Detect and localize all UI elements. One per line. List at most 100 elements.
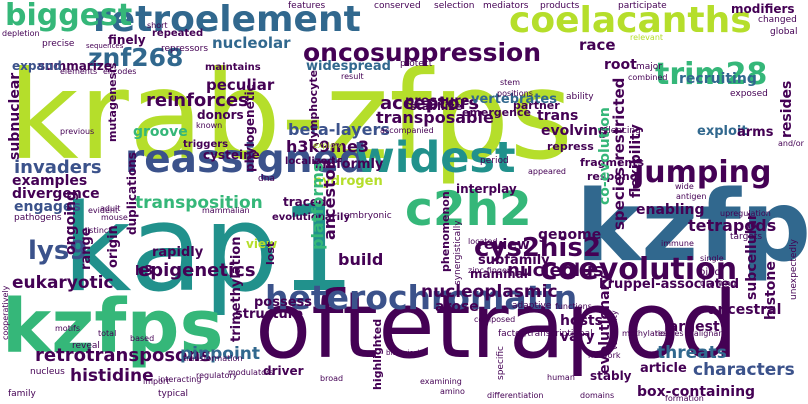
word-exposed: exposed xyxy=(730,89,768,99)
word-targets: targets xyxy=(730,232,763,242)
word-h3k9me3: h3k9me3 xyxy=(286,137,369,156)
word-motifs: motifs xyxy=(55,324,81,333)
word-transposition: transposition xyxy=(135,193,263,213)
word-distinct: distinct xyxy=(82,226,112,235)
word-trimethylation: trimethylation xyxy=(229,236,244,342)
word-depletion: depletion xyxy=(2,29,40,38)
word-features: features xyxy=(288,1,326,11)
word-widespread: widespread xyxy=(306,59,391,74)
word-ancestral: ancestral xyxy=(708,302,782,318)
word-trim28: trim28 xyxy=(655,57,768,92)
word-modifiers: modifiers xyxy=(731,2,795,16)
word-protect: protect xyxy=(400,59,433,69)
word-box-containing: box-containing xyxy=(637,384,756,400)
word-known: known xyxy=(196,121,223,130)
word-retrotransposons: retrotransposons xyxy=(35,345,211,366)
word-possess: possess xyxy=(254,295,313,310)
word-total: total xyxy=(98,329,117,338)
word-widest: widest xyxy=(355,133,516,183)
word-synergistically: synergistically xyxy=(453,220,463,285)
word-view: view xyxy=(246,237,278,251)
word-coelacanths: coelacanths xyxy=(509,0,752,41)
word-typical: typical xyxy=(158,389,189,399)
word-subfamily: subfamily xyxy=(478,253,550,268)
word-import: import xyxy=(143,377,170,386)
word-c2h2: c2h2 xyxy=(405,182,532,237)
word-interacting: interacting xyxy=(158,375,202,384)
word-maintains: maintains xyxy=(205,62,261,73)
word-amino: amino xyxy=(440,387,465,396)
word-partner: partner xyxy=(513,99,560,112)
word-changed: changed xyxy=(758,15,797,25)
word-human: human xyxy=(547,373,575,382)
word-zinc-finger: zinc-finger xyxy=(468,266,511,275)
word-characters: characters xyxy=(693,360,795,380)
word-explore: explore xyxy=(313,141,343,150)
word-arose: arose xyxy=(435,299,479,315)
word-ongoing: ongoing xyxy=(63,190,79,255)
word-reinforces: reinforces xyxy=(146,90,249,111)
word-relevant: relevant xyxy=(630,33,664,42)
word-arms: arms xyxy=(737,125,774,140)
word-recruiting: recruiting xyxy=(679,71,757,87)
word-repress: repress xyxy=(547,140,594,153)
word-located: located xyxy=(468,237,498,246)
word-nucleolar: nucleolar xyxy=(212,34,291,52)
word-short: short xyxy=(147,21,168,30)
word-histidine: histidine xyxy=(70,366,154,386)
word-exploit: exploit xyxy=(697,124,748,139)
word-nucleolus: nucleolus xyxy=(507,260,604,281)
word-sequences: sequences xyxy=(86,42,124,50)
word-article: article xyxy=(640,361,687,376)
word-species-restricted: species-restricted xyxy=(610,77,628,230)
word-tetrapods: tetrapods xyxy=(688,216,777,235)
word-composed: composed xyxy=(474,315,516,324)
word-kap1: kap1 xyxy=(62,180,356,319)
word-modulators: modulators xyxy=(228,368,274,377)
word-oftetrapod: oftetrapod xyxy=(255,272,739,379)
word-and-or: and/or xyxy=(778,139,804,148)
word-network: network xyxy=(588,351,621,360)
word-selection: selection xyxy=(434,1,475,11)
word-fragments: fragments xyxy=(580,156,645,169)
word-duplications: duplications xyxy=(125,152,139,235)
word-products: products xyxy=(540,1,580,11)
word-repressors: repressors xyxy=(161,44,209,54)
word-biological: biological xyxy=(386,349,420,357)
word-previous: previous xyxy=(60,127,95,136)
word-unexpectedly: unexpectedly xyxy=(789,239,799,300)
word-functions: functions xyxy=(555,302,592,311)
word-wide: wide xyxy=(675,182,694,191)
word-stabilize: stabilize xyxy=(410,100,463,113)
word-based: based xyxy=(130,334,155,343)
word-appeared: appeared xyxy=(528,167,566,176)
word-interplay: interplay xyxy=(456,182,517,196)
word-repeated: repeated xyxy=(152,28,204,39)
word-positions: positions xyxy=(497,89,533,98)
word-coevolution: coevolution xyxy=(540,252,738,287)
word-specific: specific xyxy=(496,345,506,380)
word-ability: ability xyxy=(566,92,594,102)
word-respond: respond xyxy=(587,170,638,183)
word-regulatory: regulatory xyxy=(196,371,238,380)
word-global: global xyxy=(770,27,798,37)
word-enabling: enabling xyxy=(636,202,705,218)
word-co-evolution: co-evolution xyxy=(597,107,613,205)
word-genome: genome xyxy=(538,227,602,243)
word-structure: structure xyxy=(235,307,304,322)
word-immune: immune xyxy=(661,239,694,248)
word-divergence: divergence xyxy=(12,186,100,202)
word-kruppel-associated: kruppel-associated xyxy=(599,277,740,292)
word-transposable: transposable xyxy=(376,108,494,127)
word-mouse: mouse xyxy=(101,213,128,222)
word-stably: stably xyxy=(590,369,632,383)
word-reassigned: reassigned xyxy=(125,137,367,182)
word-peculiar: peculiar xyxy=(206,76,275,94)
word-h3: h3 xyxy=(135,264,154,279)
word-beta-layers: beta-layers xyxy=(288,120,390,139)
word-invaders: invaders xyxy=(14,157,102,178)
word-precise: precise xyxy=(42,39,75,49)
word-driver: driver xyxy=(263,364,304,378)
word-uniformly: uniformly xyxy=(313,157,384,172)
word-differentiation: differentiation xyxy=(487,391,544,400)
